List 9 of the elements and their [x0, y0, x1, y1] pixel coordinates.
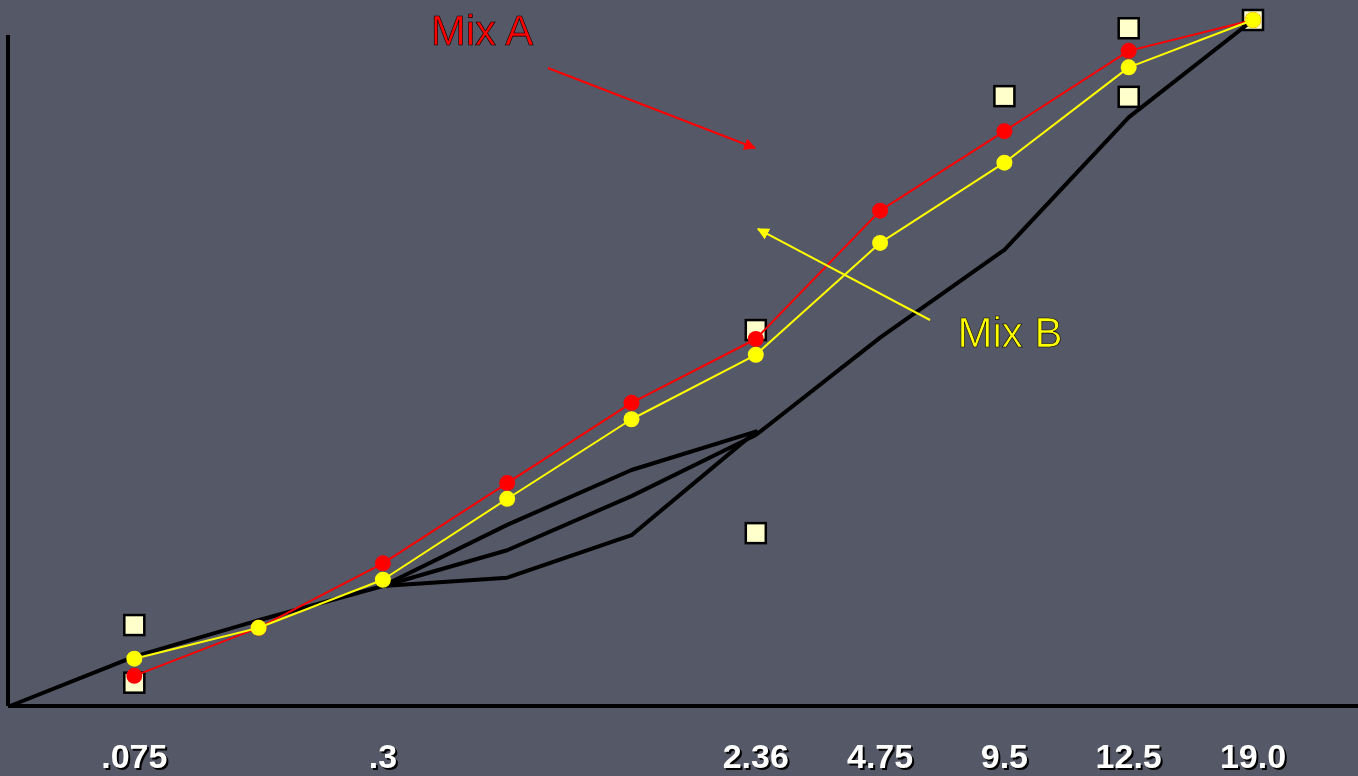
- x-tick-label: 9.5: [980, 737, 1029, 775]
- text: Mix A: [430, 7, 534, 54]
- x-tick-label: 2.36: [722, 737, 789, 775]
- x-tick-label: .3: [368, 737, 398, 775]
- text: Mix B: [957, 309, 1063, 356]
- x-tick-label: 12.5: [1095, 737, 1162, 775]
- x-tick-label: .075: [101, 737, 168, 775]
- x-tick-label: 4.75: [847, 737, 914, 775]
- x-tick-label: 19.0: [1219, 737, 1287, 775]
